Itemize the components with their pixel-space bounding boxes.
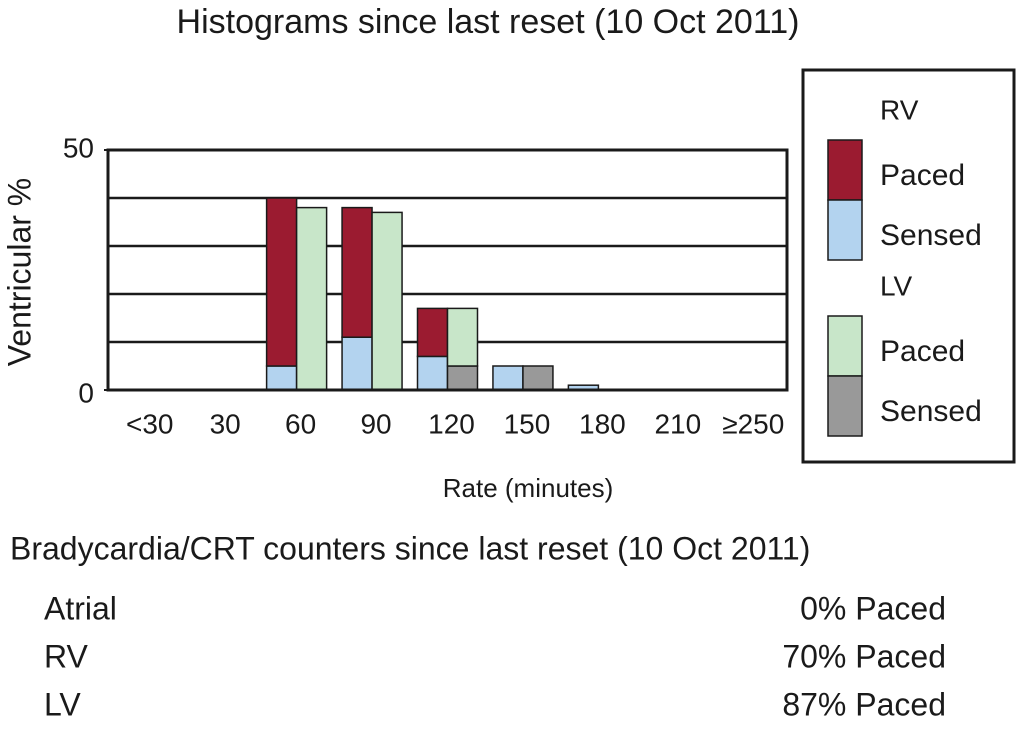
bar-segment bbox=[265, 365, 298, 391]
counter-value: 70% Paced bbox=[782, 638, 946, 674]
bar-segment bbox=[446, 307, 479, 367]
y-axis-label: Ventricular % bbox=[1, 178, 37, 367]
x-tick-label: 150 bbox=[504, 408, 551, 439]
counter-label: RV bbox=[44, 638, 89, 674]
legend-label: Sensed bbox=[880, 395, 982, 428]
x-tick-label: 180 bbox=[579, 408, 626, 439]
x-tick-label: <30 bbox=[126, 408, 174, 439]
legend-box bbox=[801, 68, 1016, 464]
bar-segment bbox=[371, 211, 403, 391]
y-tick-label: 0 bbox=[78, 377, 94, 408]
y-tick-label: 50 bbox=[63, 132, 94, 163]
legend-label: Paced bbox=[880, 335, 965, 368]
legend-label: Paced bbox=[880, 159, 965, 192]
legend-swatch bbox=[827, 139, 863, 201]
bar-segment bbox=[492, 365, 524, 391]
x-tick-label: 30 bbox=[210, 408, 241, 439]
counter-label: Atrial bbox=[44, 590, 117, 626]
counter-label: LV bbox=[44, 686, 81, 722]
bar-segment bbox=[416, 355, 449, 391]
x-tick-label: 120 bbox=[428, 408, 475, 439]
bar-segment bbox=[446, 365, 479, 391]
legend-group: LV bbox=[880, 270, 912, 301]
chart-title: Histograms since last reset (10 Oct 2011… bbox=[177, 3, 800, 41]
x-tick-label: ≥250 bbox=[722, 408, 784, 439]
bar-segment bbox=[295, 206, 328, 391]
bar-segment bbox=[341, 206, 373, 338]
legend-swatch bbox=[827, 315, 863, 377]
x-tick-label: 90 bbox=[360, 408, 391, 439]
bar-segment bbox=[341, 336, 373, 391]
legend-group: RV bbox=[880, 94, 919, 125]
counter-value: 0% Paced bbox=[800, 590, 946, 626]
x-tick-label: 60 bbox=[285, 408, 316, 439]
counters-title: Bradycardia/CRT counters since last rese… bbox=[10, 530, 810, 566]
legend-label: Sensed bbox=[880, 219, 982, 252]
legend-swatch bbox=[827, 199, 863, 261]
plot-frame bbox=[106, 148, 789, 392]
x-tick-label: 210 bbox=[654, 408, 701, 439]
x-axis-label: Rate (minutes) bbox=[443, 473, 614, 503]
bar-segment bbox=[416, 307, 449, 358]
counter-value: 87% Paced bbox=[782, 686, 946, 722]
bar-segment bbox=[265, 197, 298, 367]
legend-swatch bbox=[827, 375, 863, 437]
bar-segment bbox=[522, 365, 554, 391]
